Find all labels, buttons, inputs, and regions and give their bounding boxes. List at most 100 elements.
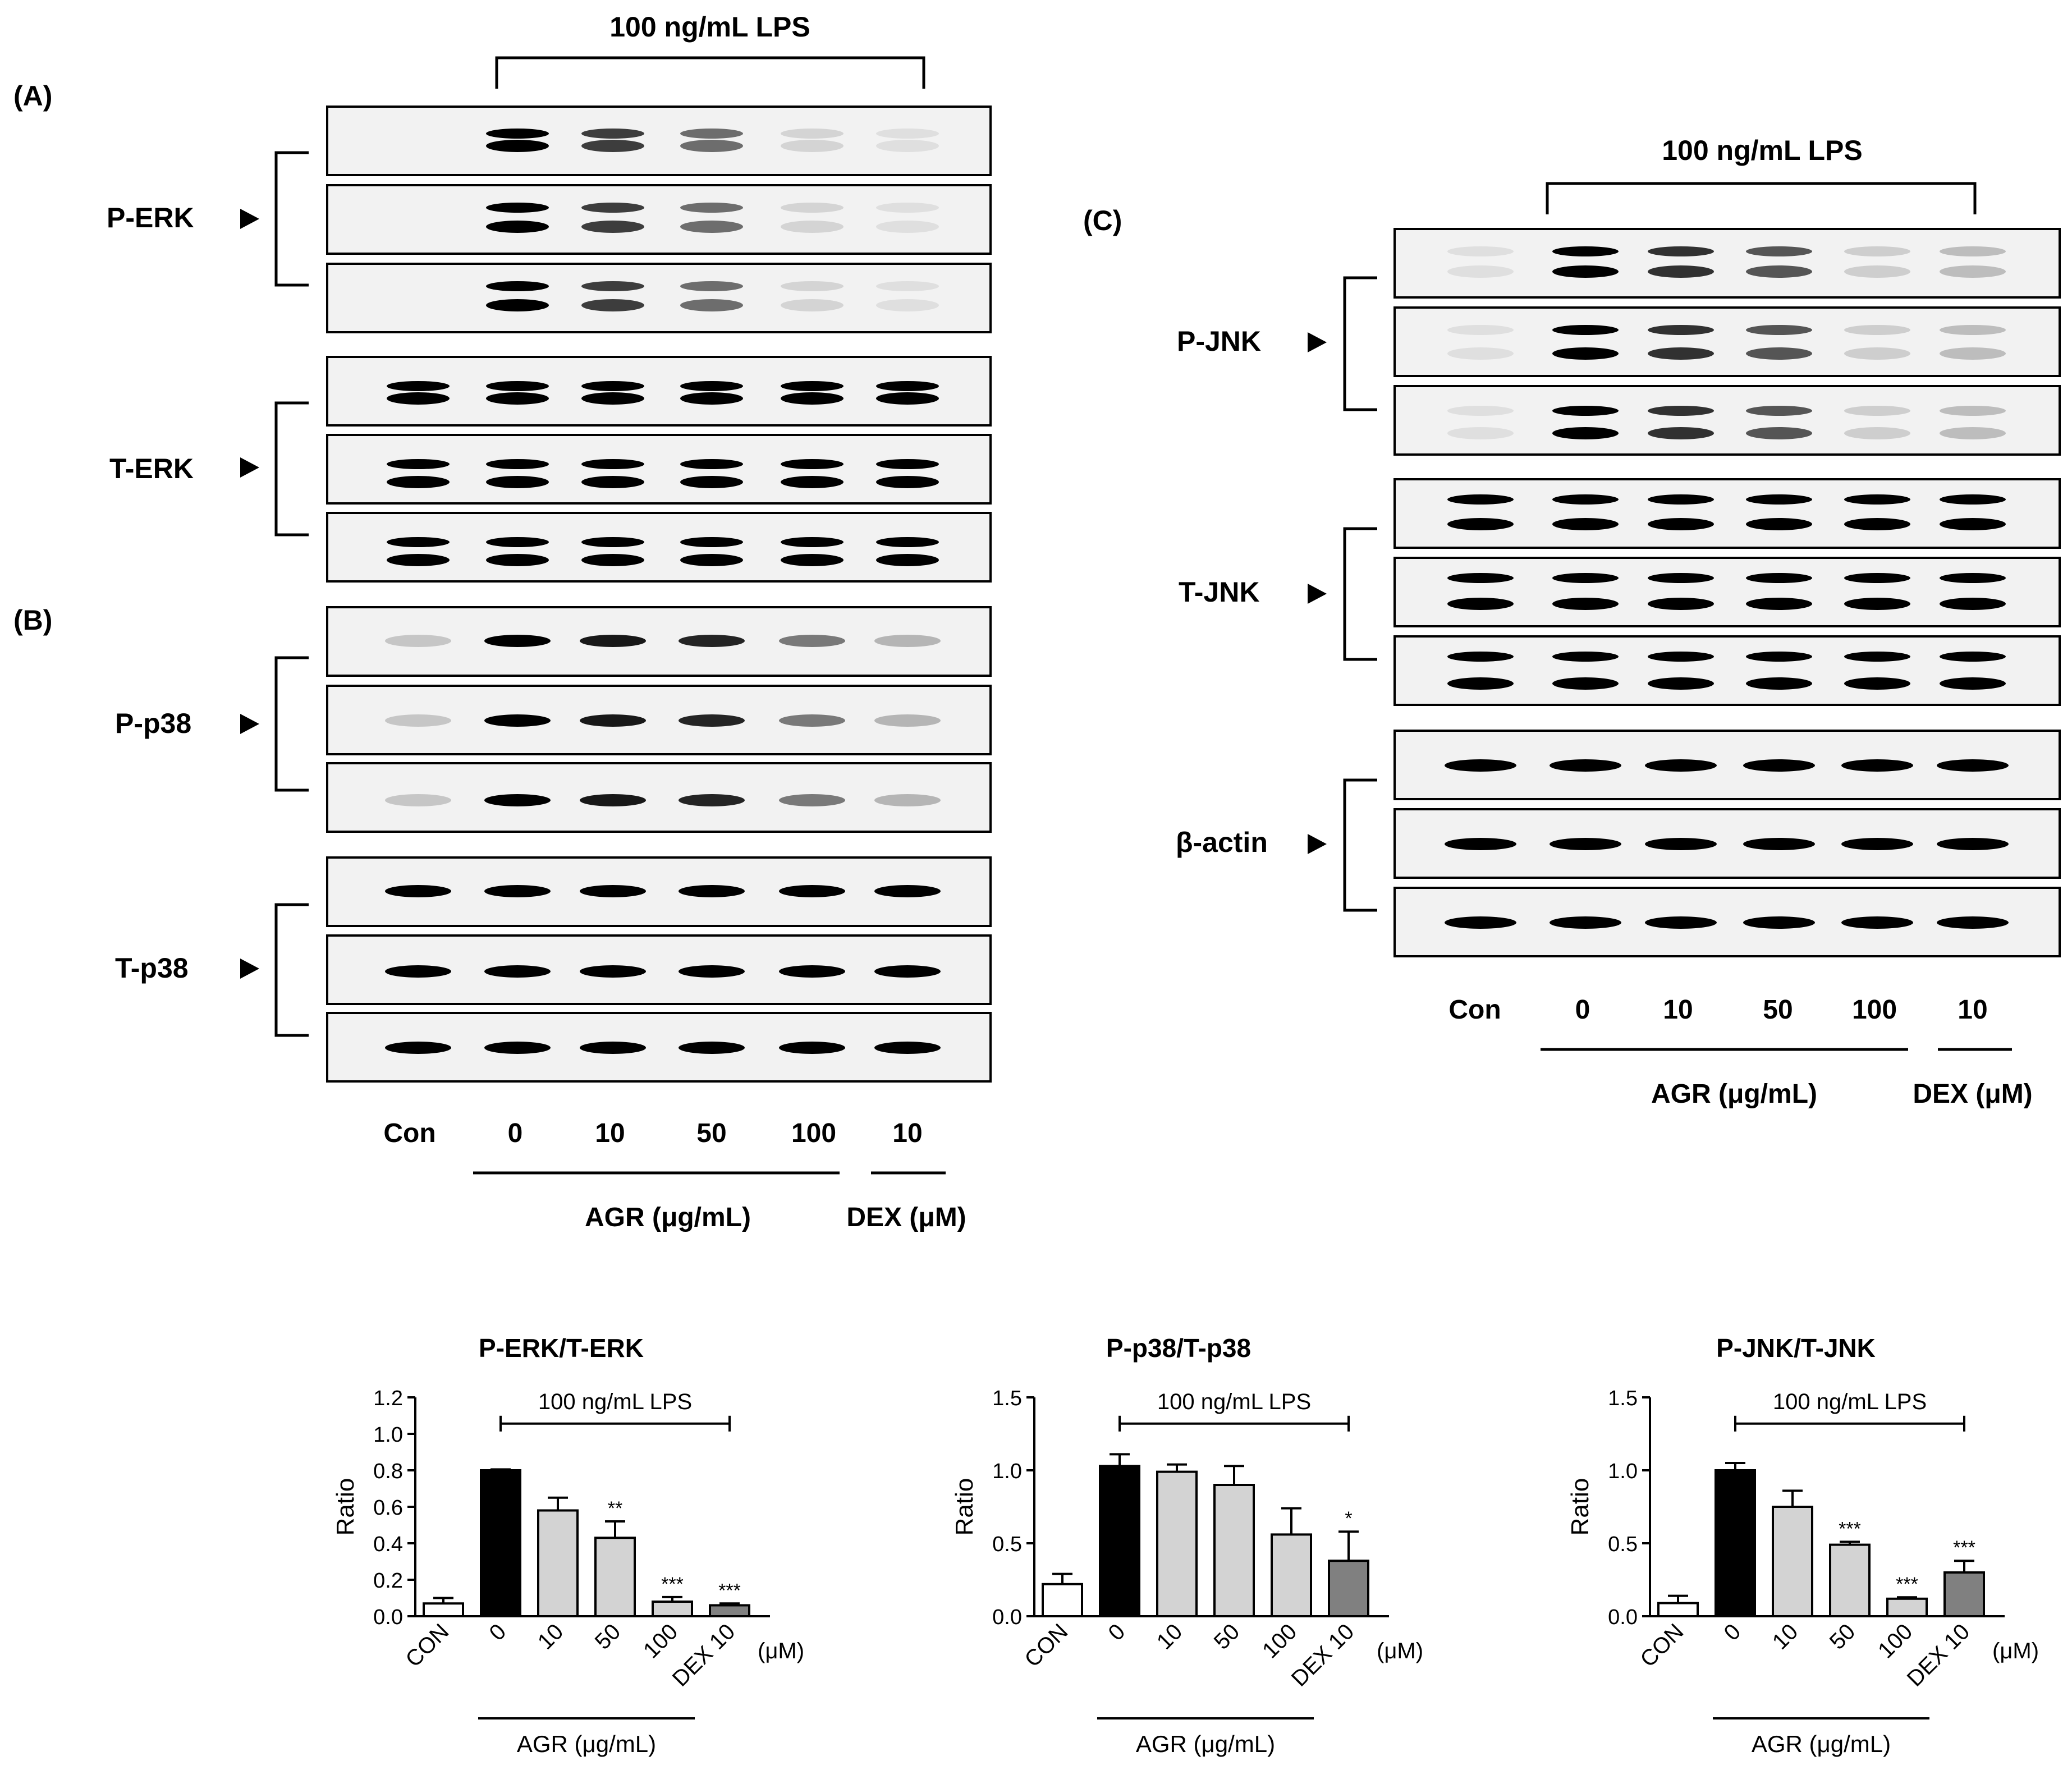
blot-strip-t_erk bbox=[326, 512, 992, 583]
row-arrow-t-p38 bbox=[240, 959, 259, 979]
blot-strip-frame bbox=[1393, 228, 2061, 299]
blot-band bbox=[581, 459, 644, 469]
blot-band bbox=[1844, 265, 1910, 278]
blot-band bbox=[781, 537, 844, 547]
blot-strip-frame bbox=[326, 685, 992, 755]
blot-band bbox=[876, 554, 939, 566]
x-tick-label: 100 bbox=[639, 1619, 682, 1663]
lane-labels-ab: Con 0 10 50 100 10 bbox=[383, 1118, 922, 1148]
blot-band bbox=[1841, 838, 1913, 850]
x-tick-label: 100 bbox=[1258, 1619, 1301, 1663]
lps-label-ab: 100 ng/mL LPS bbox=[609, 11, 810, 43]
bar bbox=[594, 1537, 636, 1617]
bar bbox=[1328, 1560, 1369, 1617]
blot-band bbox=[1844, 677, 1910, 690]
blot-band bbox=[1746, 265, 1812, 278]
blot-band bbox=[781, 221, 844, 233]
bar bbox=[1772, 1506, 1813, 1617]
bar-chart-3: P-JNK/T-JNK Ratio 0.0 0.5 1.0 1.5 CON 0 10 *** 50 *… bbox=[1566, 1333, 2039, 1757]
y-tick-label: 0.0 bbox=[1608, 1606, 1638, 1629]
blot-band bbox=[486, 203, 549, 213]
blot-band bbox=[484, 794, 551, 806]
blot-band bbox=[1645, 916, 1717, 929]
x-tick-label: 10 bbox=[1152, 1619, 1188, 1654]
blot-band bbox=[679, 794, 745, 806]
blot-band bbox=[1746, 325, 1812, 335]
blot-band bbox=[1746, 246, 1812, 256]
blot-band bbox=[1447, 427, 1514, 439]
blot-band bbox=[580, 885, 646, 897]
y-tick-label: 1.0 bbox=[992, 1460, 1022, 1483]
row-brace-p-p38 bbox=[274, 656, 309, 792]
lane-label: Con bbox=[1448, 995, 1501, 1025]
blot-band bbox=[679, 714, 745, 727]
y-axis-label: Ratio bbox=[1566, 1478, 1594, 1536]
blot-band bbox=[580, 965, 646, 978]
y-tick-label: 1.5 bbox=[992, 1387, 1022, 1410]
row-label-p-jnk: P-JNK bbox=[1177, 325, 1261, 357]
lps-annotation: 100 ng/mL LPS bbox=[1157, 1390, 1311, 1414]
blot-band bbox=[1447, 652, 1514, 662]
y-tick-label: 0.5 bbox=[992, 1533, 1022, 1556]
bar bbox=[480, 1469, 521, 1617]
row-label-t-erk: T-ERK bbox=[109, 453, 194, 484]
blot-band bbox=[781, 129, 844, 139]
blot-band bbox=[1844, 598, 1910, 610]
blot-band bbox=[679, 635, 745, 647]
unit-label: (μM) bbox=[1992, 1639, 2039, 1663]
blot-band bbox=[1447, 598, 1514, 610]
blot-strip-t_p38 bbox=[326, 934, 992, 1005]
x-tick-label: 50 bbox=[1825, 1619, 1860, 1654]
bar bbox=[1213, 1484, 1255, 1617]
blot-band bbox=[385, 635, 451, 647]
blot-band bbox=[781, 299, 844, 311]
blot-band bbox=[387, 476, 450, 488]
blot-band bbox=[1445, 759, 1516, 772]
blot-band bbox=[1648, 677, 1714, 690]
blot-band bbox=[1447, 406, 1514, 416]
row-arrow-p-jnk bbox=[1308, 332, 1327, 352]
lps-label-c: 100 ng/mL LPS bbox=[1662, 135, 1863, 166]
blot-band bbox=[1940, 347, 2006, 360]
bar bbox=[1156, 1470, 1198, 1618]
blot-band bbox=[876, 203, 939, 213]
blot-strip-p_erk bbox=[326, 106, 992, 176]
significance-marker: *** bbox=[661, 1574, 684, 1595]
x-tick-label: DEX 10 bbox=[668, 1619, 740, 1691]
blot-band bbox=[1940, 427, 2006, 439]
y-tick-label: 1.0 bbox=[1608, 1460, 1638, 1483]
blot-band bbox=[1746, 573, 1812, 583]
blot-band bbox=[779, 794, 845, 806]
row-label-p-erk: P-ERK bbox=[107, 202, 194, 233]
blot-strip-p_p38 bbox=[326, 606, 992, 677]
blot-band bbox=[874, 635, 941, 647]
blot-band bbox=[876, 299, 939, 311]
blot-strip-frame bbox=[326, 106, 992, 176]
blot-band bbox=[781, 476, 844, 488]
blot-strip-t_erk bbox=[326, 434, 992, 505]
blot-band bbox=[874, 794, 941, 806]
blot-band bbox=[1844, 406, 1910, 416]
blot-band bbox=[1844, 573, 1910, 583]
blot-band bbox=[581, 221, 644, 233]
blot-band bbox=[1648, 573, 1714, 583]
blot-band bbox=[1746, 494, 1812, 505]
blot-band bbox=[1447, 325, 1514, 335]
blot-band bbox=[486, 392, 549, 405]
blot-strip-frame bbox=[1393, 557, 2061, 627]
blot-band bbox=[876, 476, 939, 488]
blot-band bbox=[874, 965, 941, 978]
blot-band bbox=[1940, 406, 2006, 416]
blot-band bbox=[1940, 677, 2006, 690]
blot-band bbox=[484, 885, 551, 897]
blot-strip-p_erk bbox=[326, 263, 992, 333]
blot-band bbox=[1940, 518, 2006, 530]
blot-band bbox=[779, 1042, 845, 1054]
blot-band bbox=[385, 965, 451, 978]
blot-band bbox=[679, 885, 745, 897]
blot-strip-frame bbox=[326, 434, 992, 505]
blot-band bbox=[486, 129, 549, 139]
blot-band bbox=[385, 794, 451, 806]
blot-band bbox=[1552, 347, 1619, 360]
lane-label: 100 bbox=[791, 1118, 836, 1148]
